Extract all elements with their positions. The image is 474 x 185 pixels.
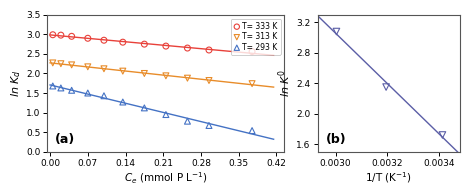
- T= 333 K: [84, 37, 91, 40]
- T= 333 K: [68, 35, 75, 38]
- T= 293 K: [119, 100, 127, 103]
- T= 293 K: [57, 86, 64, 89]
- T= 313 K: [57, 62, 64, 65]
- T= 313 K: [119, 70, 127, 73]
- Text: (b): (b): [326, 133, 347, 146]
- Point: [438, 134, 446, 137]
- T= 333 K: [49, 33, 56, 36]
- T= 313 K: [183, 77, 191, 80]
- T= 333 K: [119, 41, 127, 44]
- T= 293 K: [162, 113, 170, 116]
- T= 293 K: [49, 85, 56, 88]
- T= 313 K: [141, 72, 148, 75]
- X-axis label: 1/T (K$^{-1}$): 1/T (K$^{-1}$): [365, 170, 412, 185]
- T= 313 K: [205, 79, 213, 82]
- Point: [333, 30, 340, 33]
- Y-axis label: ln $K^0$: ln $K^0$: [277, 69, 293, 97]
- T= 333 K: [162, 45, 170, 48]
- X-axis label: $C_e$ (mmol P L$^{-1}$): $C_e$ (mmol P L$^{-1}$): [124, 170, 208, 185]
- Legend: T= 333 K, T= 313 K, T= 293 K: T= 333 K, T= 313 K, T= 293 K: [231, 19, 281, 55]
- Y-axis label: ln $K_d$: ln $K_d$: [9, 69, 23, 97]
- T= 313 K: [100, 67, 108, 70]
- T= 293 K: [84, 92, 91, 95]
- Point: [383, 86, 390, 89]
- Text: (a): (a): [55, 133, 75, 146]
- T= 333 K: [100, 39, 108, 42]
- T= 313 K: [49, 61, 56, 64]
- T= 293 K: [248, 129, 256, 132]
- T= 293 K: [100, 94, 108, 97]
- T= 313 K: [68, 63, 75, 66]
- T= 313 K: [84, 65, 91, 68]
- T= 333 K: [248, 50, 256, 53]
- T= 333 K: [183, 47, 191, 50]
- T= 333 K: [141, 43, 148, 46]
- T= 333 K: [205, 48, 213, 51]
- T= 293 K: [141, 106, 148, 109]
- T= 333 K: [57, 34, 64, 37]
- T= 293 K: [205, 124, 213, 127]
- T= 293 K: [68, 89, 75, 92]
- T= 313 K: [248, 82, 256, 85]
- T= 293 K: [183, 120, 191, 123]
- T= 313 K: [162, 74, 170, 77]
